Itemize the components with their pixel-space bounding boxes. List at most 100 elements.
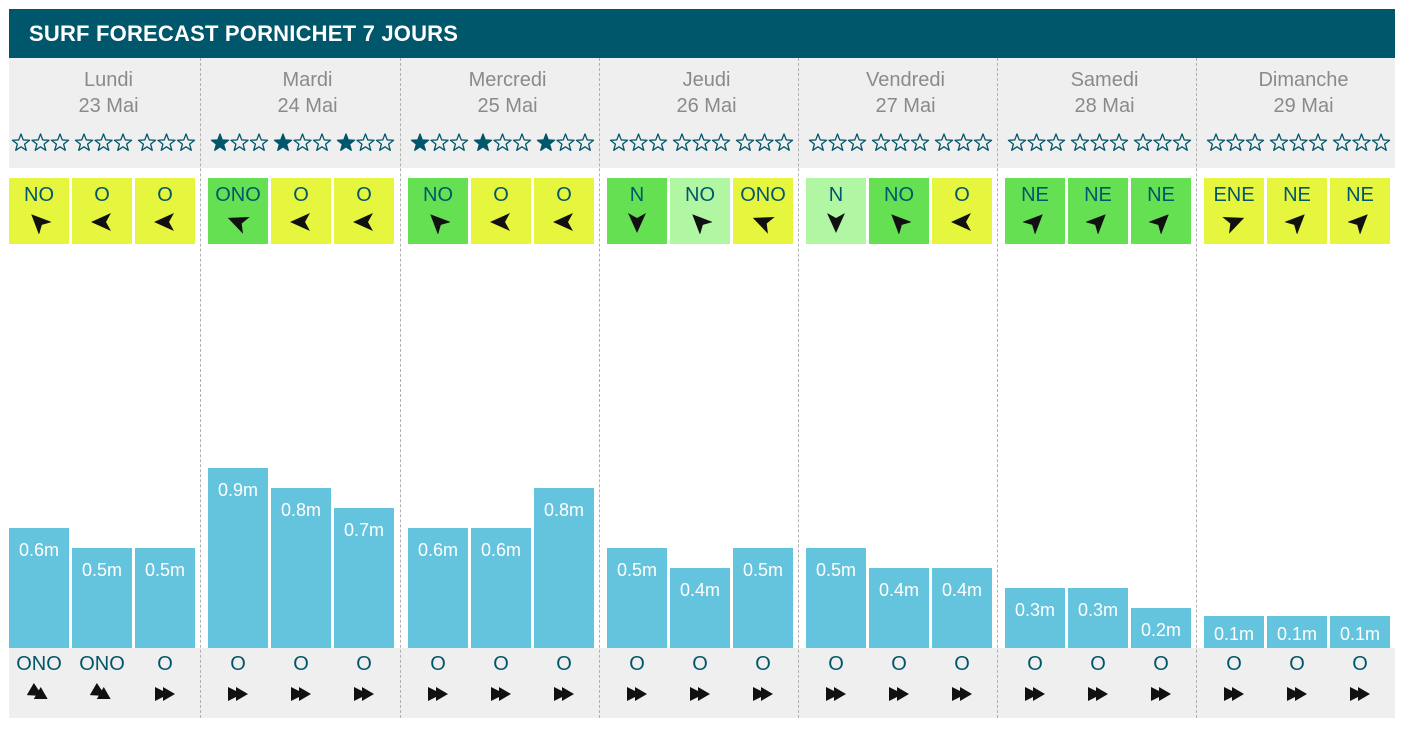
wave-height-label: 0.8m	[280, 500, 322, 520]
swell-direction-label: O	[692, 653, 708, 675]
star-empty-icon	[1206, 133, 1226, 151]
star-empty-icon	[157, 133, 176, 151]
wind-direction-label: NO	[685, 184, 715, 206]
rating-stars-cell	[1269, 132, 1329, 154]
rating-stars	[336, 133, 395, 151]
wave-bar: 0.5m	[135, 548, 195, 648]
star-empty-icon	[973, 133, 993, 151]
rating-stars	[137, 133, 196, 151]
star-empty-icon	[1090, 133, 1109, 151]
wind-cell: NO	[670, 178, 730, 244]
wave-bar: 0.2m	[1131, 608, 1191, 648]
page-title: SURF FORECAST PORNICHET 7 JOURS	[9, 9, 1395, 58]
star-filled-icon	[273, 133, 293, 151]
star-empty-icon	[672, 133, 692, 151]
swell-direction-label: O	[493, 653, 509, 675]
wind-direction-label: N	[828, 184, 844, 206]
wind-direction-label: NO	[24, 184, 54, 206]
day-divider	[1196, 58, 1197, 718]
wind-direction-label: NE	[1147, 184, 1175, 206]
star-empty-icon	[910, 133, 930, 151]
star-empty-icon	[449, 133, 469, 151]
rating-stars	[1007, 133, 1066, 151]
wave-height-label: 0.5m	[144, 560, 186, 580]
wind-arrow-icon	[290, 213, 310, 231]
wave-bar: 0.5m	[733, 548, 793, 648]
wave-height-label: 0.9m	[217, 480, 259, 500]
star-filled-icon	[410, 133, 430, 151]
wave-height-label: 0.4m	[941, 580, 983, 600]
swell-arrow-icon	[291, 687, 311, 701]
swell-arrow-icon	[627, 687, 647, 701]
star-empty-icon	[356, 133, 375, 151]
star-empty-icon	[1007, 133, 1027, 151]
swell-direction-label: O	[954, 653, 970, 675]
swell-direction-label: O	[891, 653, 907, 675]
day-name: Lundi	[84, 69, 133, 91]
wind-cell: O	[135, 178, 195, 244]
wind-direction-label: O	[157, 184, 173, 206]
rating-stars-cell	[871, 132, 931, 154]
day-date: 27 Mai	[875, 95, 936, 117]
rating-stars-cell	[609, 132, 669, 154]
star-empty-icon	[648, 133, 668, 151]
wind-direction-label: O	[493, 184, 509, 206]
swell-arrow-icon	[155, 687, 175, 701]
rating-stars	[210, 133, 269, 151]
wind-direction-label: N	[629, 184, 645, 206]
wind-direction-label: O	[556, 184, 572, 206]
wind-cell: O	[334, 178, 394, 244]
star-empty-icon	[1046, 133, 1066, 151]
wind-cell: ENE	[1204, 178, 1264, 244]
star-empty-icon	[249, 133, 269, 151]
star-empty-icon	[575, 133, 595, 151]
wave-height-label: 0.3m	[1077, 600, 1119, 620]
rating-stars-cell	[74, 132, 134, 154]
rating-stars	[672, 133, 731, 151]
rating-stars	[473, 133, 532, 151]
star-empty-icon	[1153, 133, 1172, 151]
wind-cell: N	[806, 178, 866, 244]
wave-bar: 0.3m	[1068, 588, 1128, 648]
star-empty-icon	[176, 133, 196, 151]
wind-arrow-icon	[951, 213, 971, 231]
rating-stars-cell	[473, 132, 533, 154]
rating-stars	[410, 133, 469, 151]
star-empty-icon	[629, 133, 648, 151]
swell-arrow-icon	[1025, 687, 1045, 701]
star-empty-icon	[755, 133, 774, 151]
star-empty-icon	[1226, 133, 1245, 151]
wind-arrow-icon	[891, 214, 911, 234]
wind-arrow-icon	[1348, 214, 1368, 234]
day-name: Vendredi	[866, 69, 945, 91]
wind-cell: NO	[869, 178, 929, 244]
wave-bar: 0.1m	[1267, 616, 1327, 648]
rating-stars-cell	[137, 132, 197, 154]
rating-stars	[1332, 133, 1391, 151]
swell-arrow-icon	[690, 687, 710, 701]
star-empty-icon	[891, 133, 910, 151]
star-empty-icon	[31, 133, 50, 151]
swell-arrow-icon	[1088, 687, 1108, 701]
wind-direction-label: NE	[1346, 184, 1374, 206]
wind-direction-label: NO	[423, 184, 453, 206]
day-divider	[997, 58, 998, 718]
wave-bar: 0.8m	[534, 488, 594, 648]
swell-direction-label: O	[293, 653, 309, 675]
rating-stars-cell	[808, 132, 868, 154]
wind-direction-label: O	[356, 184, 372, 206]
wind-cell: ONO	[208, 178, 268, 244]
wave-bar: 0.4m	[932, 568, 992, 648]
rating-stars	[871, 133, 930, 151]
day-divider	[599, 58, 600, 718]
rating-stars-cell	[672, 132, 732, 154]
rating-stars-cell	[410, 132, 470, 154]
swell-arrow-icon	[753, 687, 773, 701]
wind-direction-label: ONO	[215, 184, 261, 206]
day-divider	[400, 58, 401, 718]
star-empty-icon	[11, 133, 31, 151]
wind-arrow-icon	[353, 213, 373, 231]
wind-cell: NO	[9, 178, 69, 244]
swell-direction-label: ONO	[16, 653, 62, 675]
swell-direction-label: O	[1226, 653, 1242, 675]
